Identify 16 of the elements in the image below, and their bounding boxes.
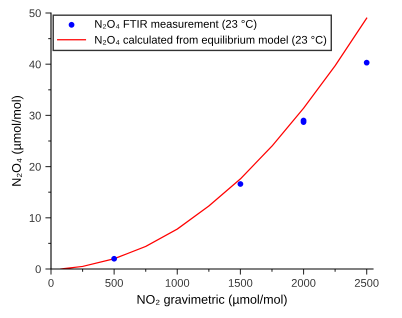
y-tick-label: 20 <box>29 162 41 171</box>
y-tick-label: 30 <box>29 112 41 120</box>
y-tick-label: 10 <box>30 214 41 222</box>
legend-label: N₂O₄ FTIR measurement (23 °C) <box>95 20 256 30</box>
y-tick-label: 50 <box>29 9 41 18</box>
legend-label: N₂O₄ calculated from equilibrium model (23 °C) <box>95 36 326 46</box>
x-axis-title: NO₂ gravimetric (µmol/mol) <box>138 294 287 306</box>
x-tick-label: 1000 <box>166 279 190 287</box>
y-tick-label: 40 <box>29 60 41 68</box>
x-tick-label: 500 <box>105 279 123 287</box>
x-tick-label: 2000 <box>292 279 316 287</box>
y-tick-label: 0 <box>36 265 41 274</box>
x-tick-label: 0 <box>48 279 54 287</box>
y-axis-title: N₂O₄ (µmol/mol) <box>12 96 24 186</box>
x-tick-label: 1500 <box>228 279 252 287</box>
x-tick-label: 2500 <box>354 279 379 287</box>
